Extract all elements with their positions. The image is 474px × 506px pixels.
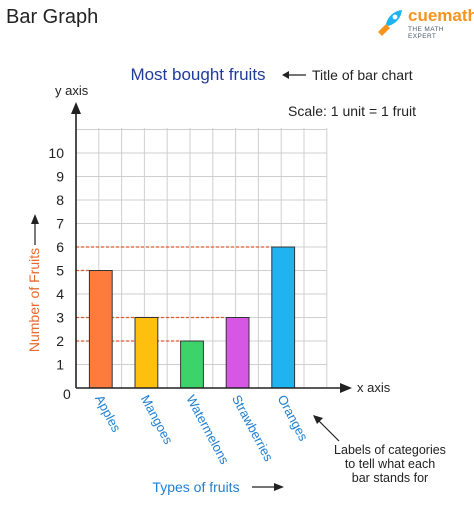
title-pointer-label: Title of bar chart: [312, 67, 413, 83]
bar-mangoes: [134, 317, 159, 389]
bars: [88, 246, 296, 389]
scale-note: Scale: 1 unit = 1 fruit: [288, 103, 416, 119]
y-tick-labels: 1 2 3 4 5 6 7 8 9 10: [48, 145, 64, 373]
title-pointer-arrow: [282, 71, 306, 79]
bar-watermelons: [180, 340, 204, 389]
category-label-watermelons: Watermelons: [183, 392, 232, 467]
bar-oranges: [271, 246, 296, 389]
y-tick-label: 10: [48, 145, 64, 161]
logo-tagline: THE MATH EXPERT: [408, 26, 444, 40]
y-axis-arrowhead: [71, 102, 81, 114]
category-labels: Apples Mangoes WatermelonsStrawberriesOran…: [92, 392, 311, 467]
category-note-line-1: Labels of categories: [334, 443, 446, 457]
y-tick-label: 2: [56, 333, 64, 349]
x-axis-label-arrow: [252, 483, 284, 491]
category-note-arrow: [313, 415, 340, 442]
category-label-mangoes: Mangoes: [138, 392, 177, 447]
y-tick-label: 5: [56, 263, 64, 279]
y-tick-label: 9: [56, 169, 64, 185]
x-axis-name: x axis: [357, 380, 391, 395]
category-label-oranges: Oranges: [275, 392, 312, 444]
x-axis-arrowhead: [340, 383, 352, 393]
y-tick-label: 8: [56, 192, 64, 208]
bar-strawberries: [225, 317, 250, 389]
chart-title: Most bought fruits: [130, 65, 265, 84]
page-heading: Bar Graph: [6, 6, 99, 28]
category-label-apples: Apples: [92, 392, 124, 435]
y-tick-label: 4: [56, 286, 64, 302]
logo-name: cuemath: [408, 6, 474, 25]
axes: [71, 102, 352, 393]
category-label-strawberries: Strawberries: [229, 392, 277, 464]
y-tick-label: 3: [56, 310, 64, 326]
category-note-line-2: to tell what each: [345, 457, 435, 471]
y-axis-label: Number of Fruits: [26, 248, 42, 352]
y-axis-name: y axis: [55, 83, 89, 98]
origin-label: 0: [63, 386, 71, 402]
y-tick-label: 6: [56, 239, 64, 255]
bar-apples: [88, 270, 113, 389]
rocket-icon: [378, 10, 402, 36]
category-note-line-3: bar stands for: [352, 471, 428, 485]
y-tick-label: 1: [56, 357, 64, 373]
y-axis-label-arrow: [31, 214, 39, 245]
x-axis-label: Types of fruits: [152, 479, 239, 495]
y-tick-label: 7: [56, 216, 64, 232]
cuemath-logo: cuemath THE MATH EXPERT: [374, 6, 474, 40]
